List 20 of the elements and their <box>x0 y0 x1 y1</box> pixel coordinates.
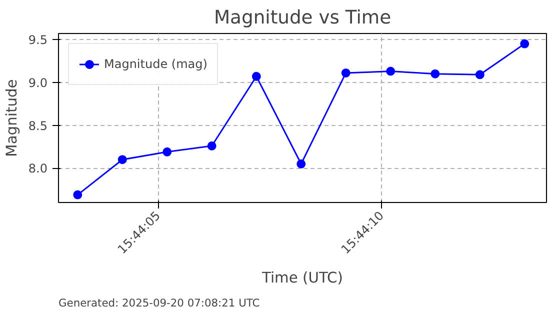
y-tick-label: 8.5 <box>28 118 48 133</box>
point <box>118 155 127 164</box>
text: Generated: 2025-09-20 07:08:21 UTC <box>58 296 260 310</box>
point <box>73 190 82 200</box>
point <box>252 72 261 81</box>
y-tick-label: 9.0 <box>28 76 48 90</box>
point <box>386 66 396 76</box>
point <box>207 141 216 150</box>
legend-label: Magnitude (mag) <box>104 57 208 71</box>
y-tick-label: 8.0 <box>28 162 48 176</box>
point <box>162 147 172 156</box>
point <box>520 39 530 48</box>
point <box>296 159 306 168</box>
point <box>475 70 484 80</box>
y-axis-title: Magnitude <box>3 79 20 157</box>
point <box>430 69 440 78</box>
x-axis-title: Time (UTC) <box>260 270 344 287</box>
y-tick-label: 9.5 <box>28 33 48 48</box>
chart-title: Magnitude vs Time <box>214 8 392 28</box>
point <box>341 68 350 78</box>
